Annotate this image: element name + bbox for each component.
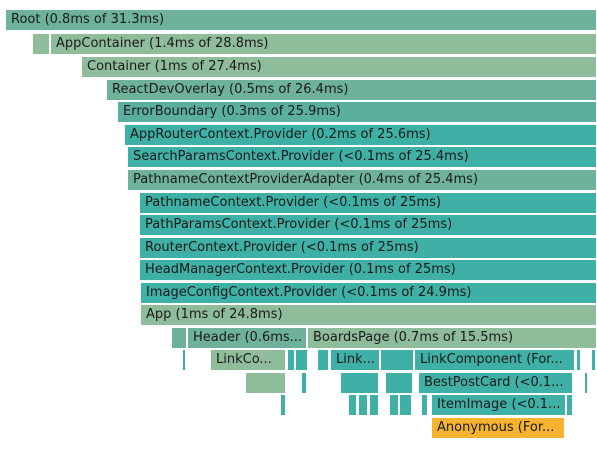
frame-pathname-context-provider-adapter[interactable]: PathnameContextProviderAdapter (0.4ms of…: [128, 170, 597, 190]
frame-app[interactable]: App (1ms of 24.8ms): [141, 305, 597, 325]
frame-stub[interactable]: [172, 328, 187, 348]
frame-stub[interactable]: [370, 395, 379, 415]
frame-path-params-context-provider[interactable]: PathParamsContext.Provider (<0.1ms of 25…: [140, 215, 597, 235]
frame-label: HeadManagerContext.Provider (0.1ms of 25…: [145, 262, 456, 277]
frame-label: AppContainer (1.4ms of 28.8ms): [56, 36, 269, 51]
frame-item-image[interactable]: ItemImage (<0.1...: [432, 395, 566, 415]
frame-link-component-boards[interactable]: LinkComponent (For...: [415, 350, 575, 370]
frame-label: Root (0.8ms of 31.3ms): [11, 12, 165, 27]
frame-best-post-card[interactable]: BestPostCard (<0.1...: [419, 373, 573, 393]
frame-stub[interactable]: [585, 373, 588, 393]
frame-stub[interactable]: [281, 395, 286, 415]
frame-header[interactable]: Header (0.6ms...: [188, 328, 307, 348]
frame-label: App (1ms of 24.8ms): [146, 307, 283, 322]
frame-stub[interactable]: [390, 395, 399, 415]
frame-stub[interactable]: [288, 350, 295, 370]
frame-stub[interactable]: [567, 395, 573, 415]
frame-stub[interactable]: [302, 373, 307, 393]
frame-head-manager-context-provider[interactable]: HeadManagerContext.Provider (0.1ms of 25…: [140, 260, 597, 280]
frame-label: ItemImage (<0.1...: [437, 397, 561, 412]
frame-label: BestPostCard (<0.1...: [424, 375, 564, 390]
frame-search-params-context-provider[interactable]: SearchParamsContext.Provider (<0.1ms of …: [128, 147, 597, 167]
frame-label: Header (0.6ms...: [193, 330, 303, 345]
frame-app-router-context-provider[interactable]: AppRouterContext.Provider (0.2ms of 25.6…: [125, 125, 597, 145]
frame-label: RouterContext.Provider (<0.1ms of 25ms): [145, 240, 419, 255]
frame-link-boards[interactable]: Link...: [331, 350, 380, 370]
frame-stub[interactable]: [33, 34, 50, 54]
frame-stub[interactable]: [246, 373, 286, 393]
frame-stub[interactable]: [183, 350, 186, 370]
frame-label: Anonymous (For...: [437, 420, 555, 435]
frame-label: PathnameContext.Provider (<0.1ms of 25ms…: [145, 195, 442, 210]
frame-label: ReactDevOverlay (0.5ms of 26.4ms): [112, 82, 349, 97]
frame-label: BoardsPage (0.7ms of 15.5ms): [313, 330, 514, 345]
frame-label: PathParamsContext.Provider (<0.1ms of 25…: [145, 217, 453, 232]
frame-stub[interactable]: [318, 350, 329, 370]
frame-label: PathnameContextProviderAdapter (0.4ms of…: [133, 172, 479, 187]
frame-link-component-header[interactable]: LinkCo...: [211, 350, 286, 370]
frame-stub[interactable]: [296, 350, 308, 370]
frame-label: SearchParamsContext.Provider (<0.1ms of …: [133, 149, 469, 164]
frame-stub[interactable]: [422, 395, 428, 415]
frame-image-config-context-provider[interactable]: ImageConfigContext.Provider (<0.1ms of 2…: [141, 283, 597, 303]
frame-anonymous-selected[interactable]: Anonymous (For...: [432, 418, 565, 438]
frame-boards-page[interactable]: BoardsPage (0.7ms of 15.5ms): [308, 328, 597, 348]
frame-root[interactable]: Root (0.8ms of 31.3ms): [6, 10, 597, 30]
frame-stub[interactable]: [400, 395, 412, 415]
frame-error-boundary[interactable]: ErrorBoundary (0.3ms of 25.9ms): [118, 102, 597, 122]
frame-stub[interactable]: [577, 350, 581, 370]
frame-router-context-provider[interactable]: RouterContext.Provider (<0.1ms of 25ms): [140, 238, 597, 258]
frame-label: LinkCo...: [216, 352, 272, 367]
frame-container[interactable]: Container (1ms of 27.4ms): [82, 57, 597, 77]
frame-stub[interactable]: [341, 373, 379, 393]
frame-stub[interactable]: [592, 350, 596, 370]
frame-pathname-context-provider[interactable]: PathnameContext.Provider (<0.1ms of 25ms…: [140, 193, 597, 213]
frame-label: Container (1ms of 27.4ms): [87, 59, 262, 74]
frame-stub[interactable]: [386, 373, 413, 393]
frame-react-dev-overlay[interactable]: ReactDevOverlay (0.5ms of 26.4ms): [107, 80, 597, 100]
frame-label: ImageConfigContext.Provider (<0.1ms of 2…: [146, 285, 472, 300]
frame-label: ErrorBoundary (0.3ms of 25.9ms): [123, 104, 341, 119]
frame-app-container[interactable]: AppContainer (1.4ms of 28.8ms): [51, 34, 597, 54]
frame-stub[interactable]: [381, 350, 414, 370]
frame-stub[interactable]: [349, 395, 357, 415]
frame-label: AppRouterContext.Provider (0.2ms of 25.6…: [130, 127, 431, 142]
frame-stub[interactable]: [359, 395, 368, 415]
frame-label: Link...: [336, 352, 376, 367]
frame-label: LinkComponent (For...: [420, 352, 563, 367]
